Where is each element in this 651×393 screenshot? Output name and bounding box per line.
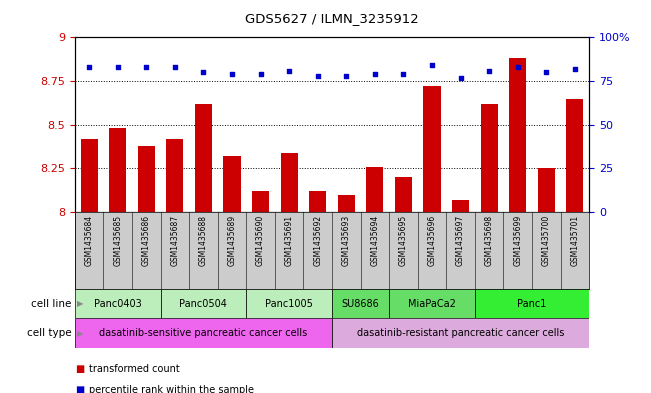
Point [456,74,466,81]
Bar [166,139,184,212]
Bar [195,104,212,212]
Text: GSM1435700: GSM1435700 [542,215,551,266]
Bar [566,99,583,212]
Text: GSM1435685: GSM1435685 [113,215,122,266]
Bar [75,289,161,318]
Bar [75,318,332,348]
Point [170,64,180,70]
Text: GSM1435699: GSM1435699 [513,215,522,266]
Point [512,64,523,70]
Text: GSM1435692: GSM1435692 [313,215,322,266]
Text: GDS5627 / ILMN_3235912: GDS5627 / ILMN_3235912 [245,12,419,25]
Text: GSM1435696: GSM1435696 [428,215,437,266]
Point [227,71,237,77]
Bar [423,86,441,212]
Text: GSM1435694: GSM1435694 [370,215,380,266]
Text: cell type: cell type [27,328,72,338]
Bar [480,104,498,212]
Text: Panc0403: Panc0403 [94,299,142,309]
Point [541,69,551,75]
Text: dasatinib-sensitive pancreatic cancer cells: dasatinib-sensitive pancreatic cancer ce… [100,328,307,338]
Point [341,73,352,79]
Text: percentile rank within the sample: percentile rank within the sample [89,385,254,393]
Text: GSM1435689: GSM1435689 [227,215,236,266]
Bar [161,289,246,318]
Bar [246,289,332,318]
Text: MiaPaCa2: MiaPaCa2 [408,299,456,309]
Bar [81,139,98,212]
Point [370,71,380,77]
Text: ■: ■ [75,364,84,373]
Text: Panc0504: Panc0504 [180,299,227,309]
Point [141,64,152,70]
Bar [138,146,155,212]
Text: GSM1435698: GSM1435698 [484,215,493,266]
Point [427,62,437,68]
Text: GSM1435687: GSM1435687 [171,215,180,266]
Bar [223,156,241,212]
Bar [389,289,475,318]
Bar [309,191,326,212]
Text: GSM1435695: GSM1435695 [399,215,408,266]
Bar [252,191,269,212]
Bar [332,289,389,318]
Text: transformed count: transformed count [89,364,180,373]
Text: SU8686: SU8686 [342,299,380,309]
Bar [475,289,589,318]
Text: GSM1435688: GSM1435688 [199,215,208,266]
Text: GSM1435691: GSM1435691 [284,215,294,266]
Point [398,71,409,77]
Point [84,64,94,70]
Bar [395,177,412,212]
Bar [452,200,469,212]
Point [284,68,294,74]
Bar [338,195,355,212]
Bar [538,169,555,212]
Bar [109,128,126,212]
Bar [281,153,298,212]
Text: GSM1435701: GSM1435701 [570,215,579,266]
Bar [332,318,589,348]
Text: GSM1435684: GSM1435684 [85,215,94,266]
Text: ▶: ▶ [77,329,83,338]
Text: ▶: ▶ [77,299,83,308]
Text: GSM1435693: GSM1435693 [342,215,351,266]
Text: Panc1: Panc1 [518,299,547,309]
Text: cell line: cell line [31,299,72,309]
Point [484,68,494,74]
Point [113,64,123,70]
Point [570,66,580,72]
Text: GSM1435690: GSM1435690 [256,215,265,266]
Text: dasatinib-resistant pancreatic cancer cells: dasatinib-resistant pancreatic cancer ce… [357,328,564,338]
Text: ■: ■ [75,385,84,393]
Text: GSM1435697: GSM1435697 [456,215,465,266]
Point [198,69,208,75]
Bar [367,167,383,212]
Point [312,73,323,79]
Bar [509,58,526,212]
Text: Panc1005: Panc1005 [265,299,313,309]
Text: GSM1435686: GSM1435686 [142,215,151,266]
Point [255,71,266,77]
